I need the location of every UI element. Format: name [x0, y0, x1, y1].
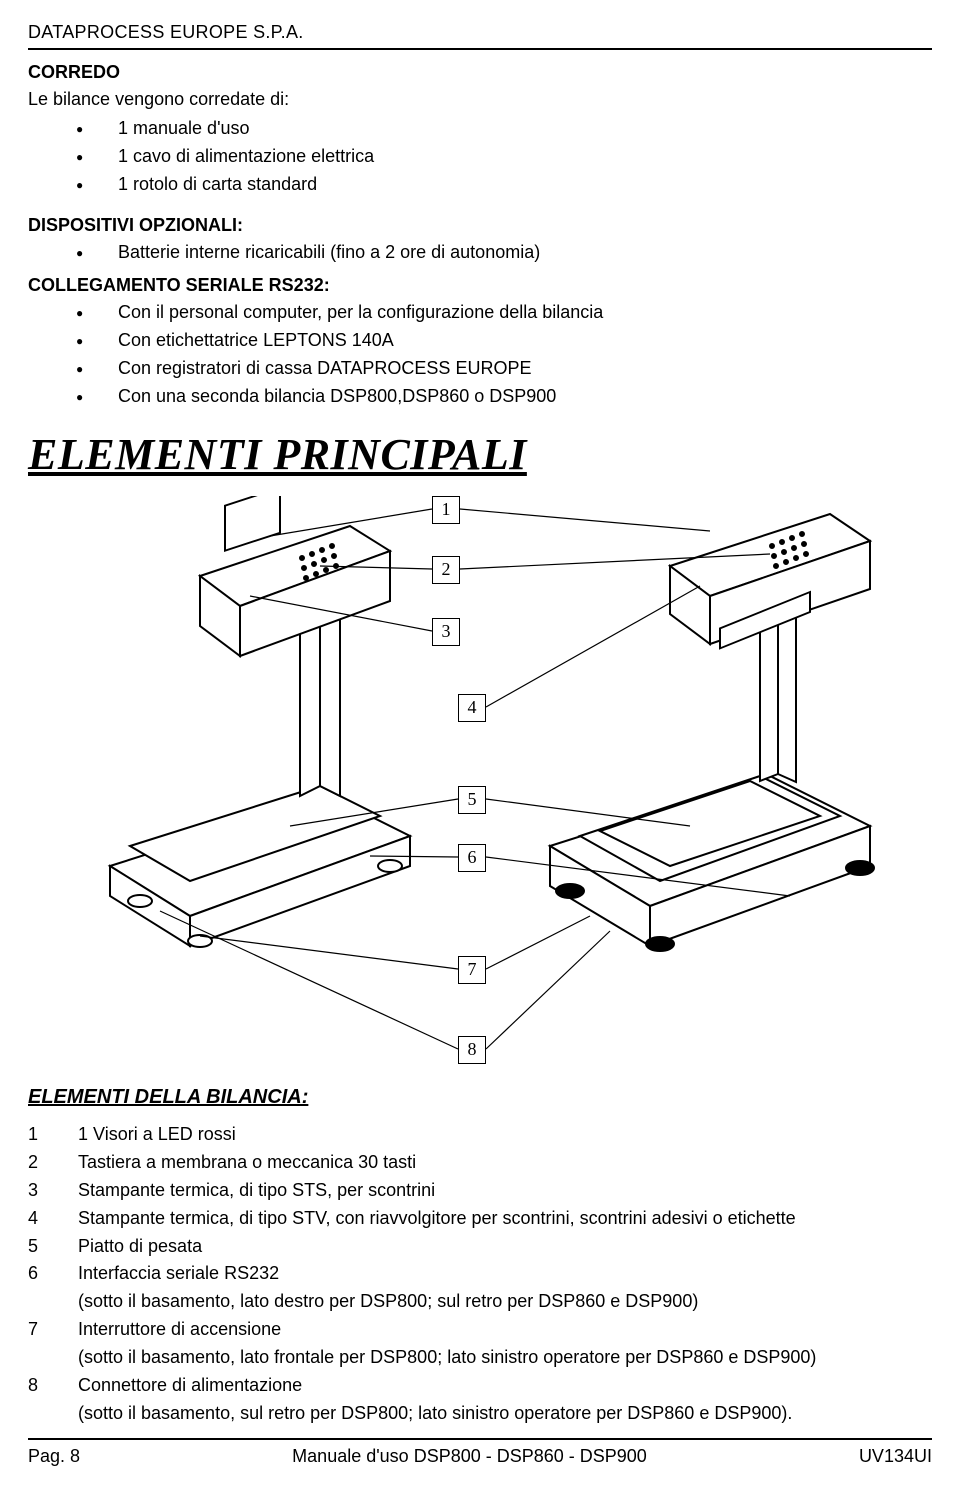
footer: Pag. 8 Manuale d'uso DSP800 - DSP860 - D… — [28, 1444, 932, 1478]
list-item: Batterie interne ricaricabili (fino a 2 … — [28, 239, 932, 267]
legend-text: Interfaccia seriale RS232 — [78, 1260, 932, 1288]
section-seriale-title: COLLEGAMENTO SERIALE RS232: — [28, 273, 932, 297]
callout-2: 2 — [432, 556, 460, 584]
main-heading: ELEMENTI PRINCIPALI — [28, 425, 932, 484]
list-item: 1 cavo di alimentazione elettrica — [28, 143, 932, 171]
section-opzionali-title: DISPOSITIVI OPZIONALI: — [28, 213, 932, 237]
legend-text: Stampante termica, di tipo STS, per scon… — [78, 1177, 932, 1205]
footer-center: Manuale d'uso DSP800 - DSP860 - DSP900 — [292, 1444, 647, 1468]
legend-num: 8 — [28, 1372, 78, 1400]
footer-left: Pag. 8 — [28, 1444, 80, 1468]
legend-text: Stampante termica, di tipo STV, con riav… — [78, 1205, 932, 1233]
legend-text: 1 Visori a LED rossi — [78, 1121, 932, 1149]
callout-1: 1 — [432, 496, 460, 524]
legend-sub: (sotto il basamento, lato frontale per D… — [28, 1344, 932, 1372]
callout-5: 5 — [458, 786, 486, 814]
callout-8: 8 — [458, 1036, 486, 1064]
footer-right: UV134UI — [859, 1444, 932, 1468]
callout-6: 6 — [458, 844, 486, 872]
section-corredo-intro: Le bilance vengono corredate di: — [28, 87, 932, 111]
diagram: 1 2 3 4 5 6 7 8 — [70, 496, 890, 1076]
footer-rule — [28, 1438, 932, 1440]
list-item: Con una seconda bilancia DSP800,DSP860 o… — [28, 383, 932, 411]
opzionali-list: Batterie interne ricaricabili (fino a 2 … — [28, 239, 932, 267]
sub-heading: ELEMENTI DELLA BILANCIA: — [28, 1084, 932, 1111]
callout-4: 4 — [458, 694, 486, 722]
legend-sub: (sotto il basamento, lato destro per DSP… — [28, 1288, 932, 1316]
legend-text: Piatto di pesata — [78, 1233, 932, 1261]
legend-num: 7 — [28, 1316, 78, 1344]
legend-num: 2 — [28, 1149, 78, 1177]
legend-text: Tastiera a membrana o meccanica 30 tasti — [78, 1149, 932, 1177]
callout-7: 7 — [458, 956, 486, 984]
header-company: DATAPROCESS EUROPE S.P.A. — [28, 20, 932, 44]
seriale-list: Con il personal computer, per la configu… — [28, 299, 932, 411]
callout-3: 3 — [432, 618, 460, 646]
legend-num: 1 — [28, 1121, 78, 1149]
legend-text: Connettore di alimentazione — [78, 1372, 932, 1400]
legend: 11 Visori a LED rossi 2Tastiera a membra… — [28, 1121, 932, 1428]
section-corredo-title: CORREDO — [28, 60, 932, 84]
list-item: Con il personal computer, per la configu… — [28, 299, 932, 327]
list-item: Con registratori di cassa DATAPROCESS EU… — [28, 355, 932, 383]
legend-num: 3 — [28, 1177, 78, 1205]
corredo-list: 1 manuale d'uso 1 cavo di alimentazione … — [28, 115, 932, 199]
legend-sub: (sotto il basamento, sul retro per DSP80… — [28, 1400, 932, 1428]
header-rule — [28, 48, 932, 50]
legend-num: 5 — [28, 1233, 78, 1261]
list-item: 1 rotolo di carta standard — [28, 171, 932, 199]
list-item: Con etichettatrice LEPTONS 140A — [28, 327, 932, 355]
legend-num: 4 — [28, 1205, 78, 1233]
list-item: 1 manuale d'uso — [28, 115, 932, 143]
legend-num: 6 — [28, 1260, 78, 1288]
legend-text: Interruttore di accensione — [78, 1316, 932, 1344]
